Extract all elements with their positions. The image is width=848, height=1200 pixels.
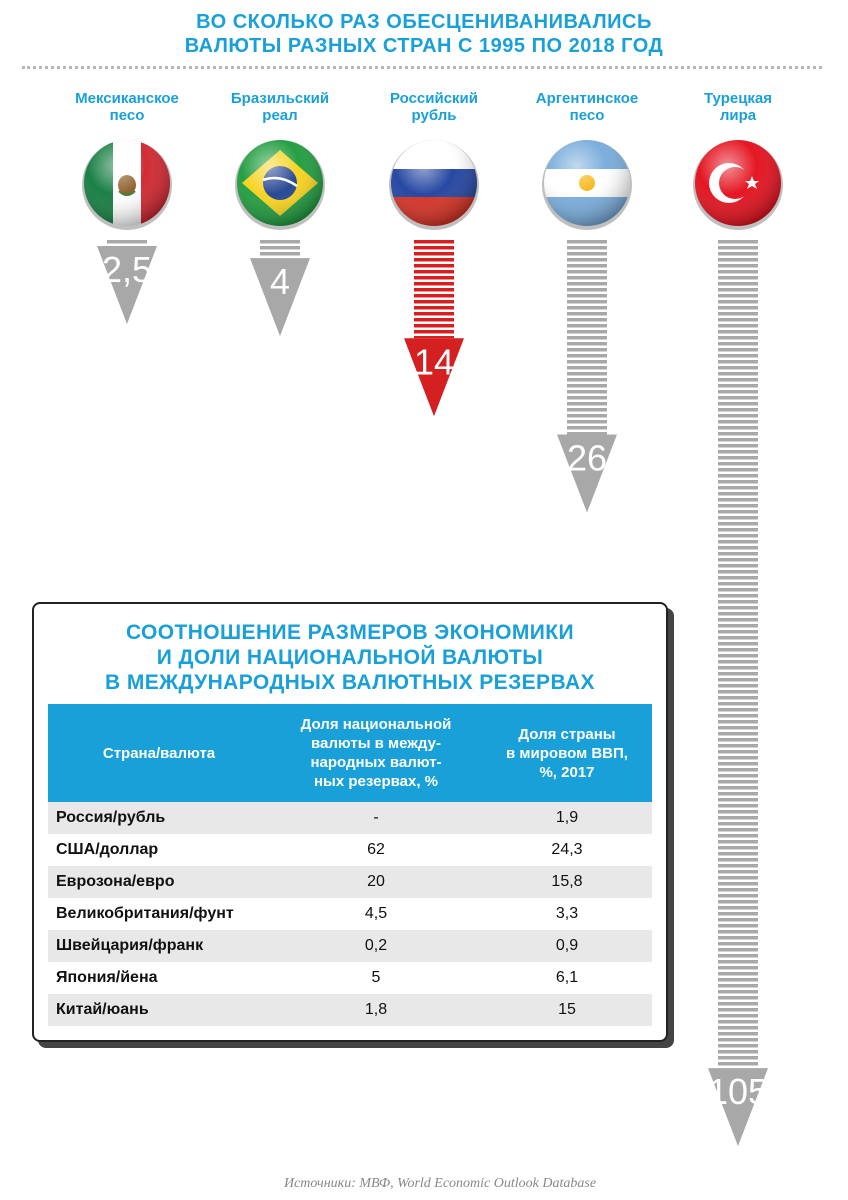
table-cell-country: США/доллар — [48, 834, 270, 866]
column-header-line: Доля страны — [518, 725, 616, 743]
currency-label: Российский — [390, 90, 478, 107]
column-header-line: ных резервах, % — [313, 773, 439, 790]
argentina-flag-icon — [542, 140, 632, 230]
page-title: ВО СКОЛЬКО РАЗ ОБЕСЦЕНИВАНИВАЛИСЬ ВАЛЮТЫ… — [0, 10, 848, 58]
column-header-gdp-share: Доля страны в мировом ВВП, %, 2017 — [482, 704, 652, 802]
value-label: 2,5 — [102, 249, 152, 290]
table-title: СООТНОШЕНИЕ РАЗМЕРОВ ЭКОНОМИКИ И ДОЛИ НА… — [34, 620, 666, 695]
table-row: Япония/йена 5 6,1 — [48, 962, 652, 994]
arrow-head — [250, 258, 310, 337]
arrow-head — [557, 434, 617, 513]
table-cell-gdp-share: 6,1 — [482, 962, 652, 994]
column-header-reserve-share: Доля национальной валюты в между- народн… — [270, 704, 482, 802]
turkey-flag-icon — [693, 140, 783, 230]
table-title-line: СООТНОШЕНИЕ РАЗМЕРОВ ЭКОНОМИКИ — [126, 621, 574, 644]
arrow-head — [404, 338, 464, 417]
value-label: 4 — [270, 261, 290, 302]
source-note: Источники: МВФ, World Economic Outlook D… — [283, 1176, 597, 1191]
table-row: Россия/рубль -1,9 — [48, 802, 652, 834]
table-cell-country: Япония/йена — [48, 962, 270, 994]
column-header-line: народных валют- — [310, 754, 442, 771]
reserves-table-panel: СООТНОШЕНИЕ РАЗМЕРОВ ЭКОНОМИКИ И ДОЛИ НА… — [32, 602, 668, 1042]
table-row: Великобритания/фунт 4,5 3,3 — [48, 898, 652, 930]
table-cell-reserve-share: - — [270, 802, 482, 834]
table-cell-reserve-share: 5 — [270, 962, 482, 994]
value-label: 105 — [708, 1071, 768, 1112]
currency-label: реал — [262, 107, 297, 124]
table-cell-gdp-share: 3,3 — [482, 898, 652, 930]
table-cell-gdp-share: 1,9 — [482, 802, 652, 834]
table-cell-country: Великобритания/фунт — [48, 898, 270, 930]
table-cell-gdp-share: 15,8 — [482, 866, 652, 898]
reserves-table: Страна/валюта Доля национальной валюты в… — [48, 704, 652, 1026]
table-row: Швейцария/франк 0,2 0,9 — [48, 930, 652, 962]
table-cell-gdp-share: 0,9 — [482, 930, 652, 962]
table-cell-reserve-share: 20 — [270, 866, 482, 898]
table-cell-reserve-share: 4,5 — [270, 898, 482, 930]
table-cell-country: Еврозона/евро — [48, 866, 270, 898]
currency-label: Турецкая — [704, 90, 772, 107]
table-cell-reserve-share: 62 — [270, 834, 482, 866]
currency-label: рубль — [412, 107, 457, 124]
table-cell-country: Китай/юань — [48, 994, 270, 1026]
column-header-line: Доля национальной — [300, 716, 452, 733]
devaluation-arrow: 4 — [250, 240, 310, 337]
arrow-head — [708, 1068, 768, 1147]
table-row: Еврозона/евро 20 15,8 — [48, 866, 652, 898]
column-header-line: валюты в между- — [311, 735, 441, 752]
column-header-line: Страна/валюта — [102, 744, 216, 762]
value-label: 14 — [414, 341, 454, 382]
table-cell-reserve-share: 0,2 — [270, 930, 482, 962]
currency-label: лира — [720, 107, 757, 124]
dotted-divider — [22, 66, 822, 69]
table-cell-country: Россия/рубль — [48, 802, 270, 834]
table-body: Россия/рубль -1,9 США/доллар 62 24,3 Еврозона… — [48, 802, 652, 1026]
table-row: США/доллар 62 24,3 — [48, 834, 652, 866]
currency-label: Бразильский — [231, 90, 329, 107]
table-cell-gdp-share: 15 — [482, 994, 652, 1026]
mexico-flag-icon — [82, 140, 172, 230]
devaluation-arrow: 105 — [708, 240, 768, 1147]
table-cell-gdp-share: 24,3 — [482, 834, 652, 866]
devaluation-arrow: 2,5 — [97, 240, 157, 325]
column-header-line: %, 2017 — [539, 763, 595, 781]
table-cell-country: Швейцария/франк — [48, 930, 270, 962]
currency-label: Аргентинское — [536, 90, 638, 107]
table-header-row: Страна/валюта Доля национальной валюты в… — [48, 704, 652, 802]
table-title-line: В МЕЖДУНАРОДНЫХ ВАЛЮТНЫХ РЕЗЕРВАХ — [105, 671, 595, 694]
brazil-flag-icon — [235, 140, 325, 230]
arrow-head — [97, 246, 157, 325]
page-title-line-1: ВО СКОЛЬКО РАЗ ОБЕСЦЕНИВАНИВАЛИСЬ — [196, 11, 652, 33]
currency-label: Мексиканское — [75, 90, 179, 107]
page-title-line-2: ВАЛЮТЫ РАЗНЫХ СТРАН С 1995 ПО 2018 ГОД — [184, 35, 664, 57]
column-header-country: Страна/валюта — [48, 704, 270, 802]
devaluation-arrow: 14 — [404, 240, 464, 417]
table-row: Китай/юань 1,8 15 — [48, 994, 652, 1026]
value-label: 26 — [567, 438, 607, 479]
currency-label: песо — [570, 107, 605, 124]
currency-label: песо — [110, 107, 145, 124]
column-header-line: в мировом ВВП, — [506, 744, 628, 762]
devaluation-arrow: 26 — [557, 240, 617, 513]
table-cell-reserve-share: 1,8 — [270, 994, 482, 1026]
table-title-line: И ДОЛИ НАЦИОНАЛЬНОЙ ВАЛЮТЫ — [156, 646, 544, 669]
russia-flag-icon — [389, 140, 479, 230]
